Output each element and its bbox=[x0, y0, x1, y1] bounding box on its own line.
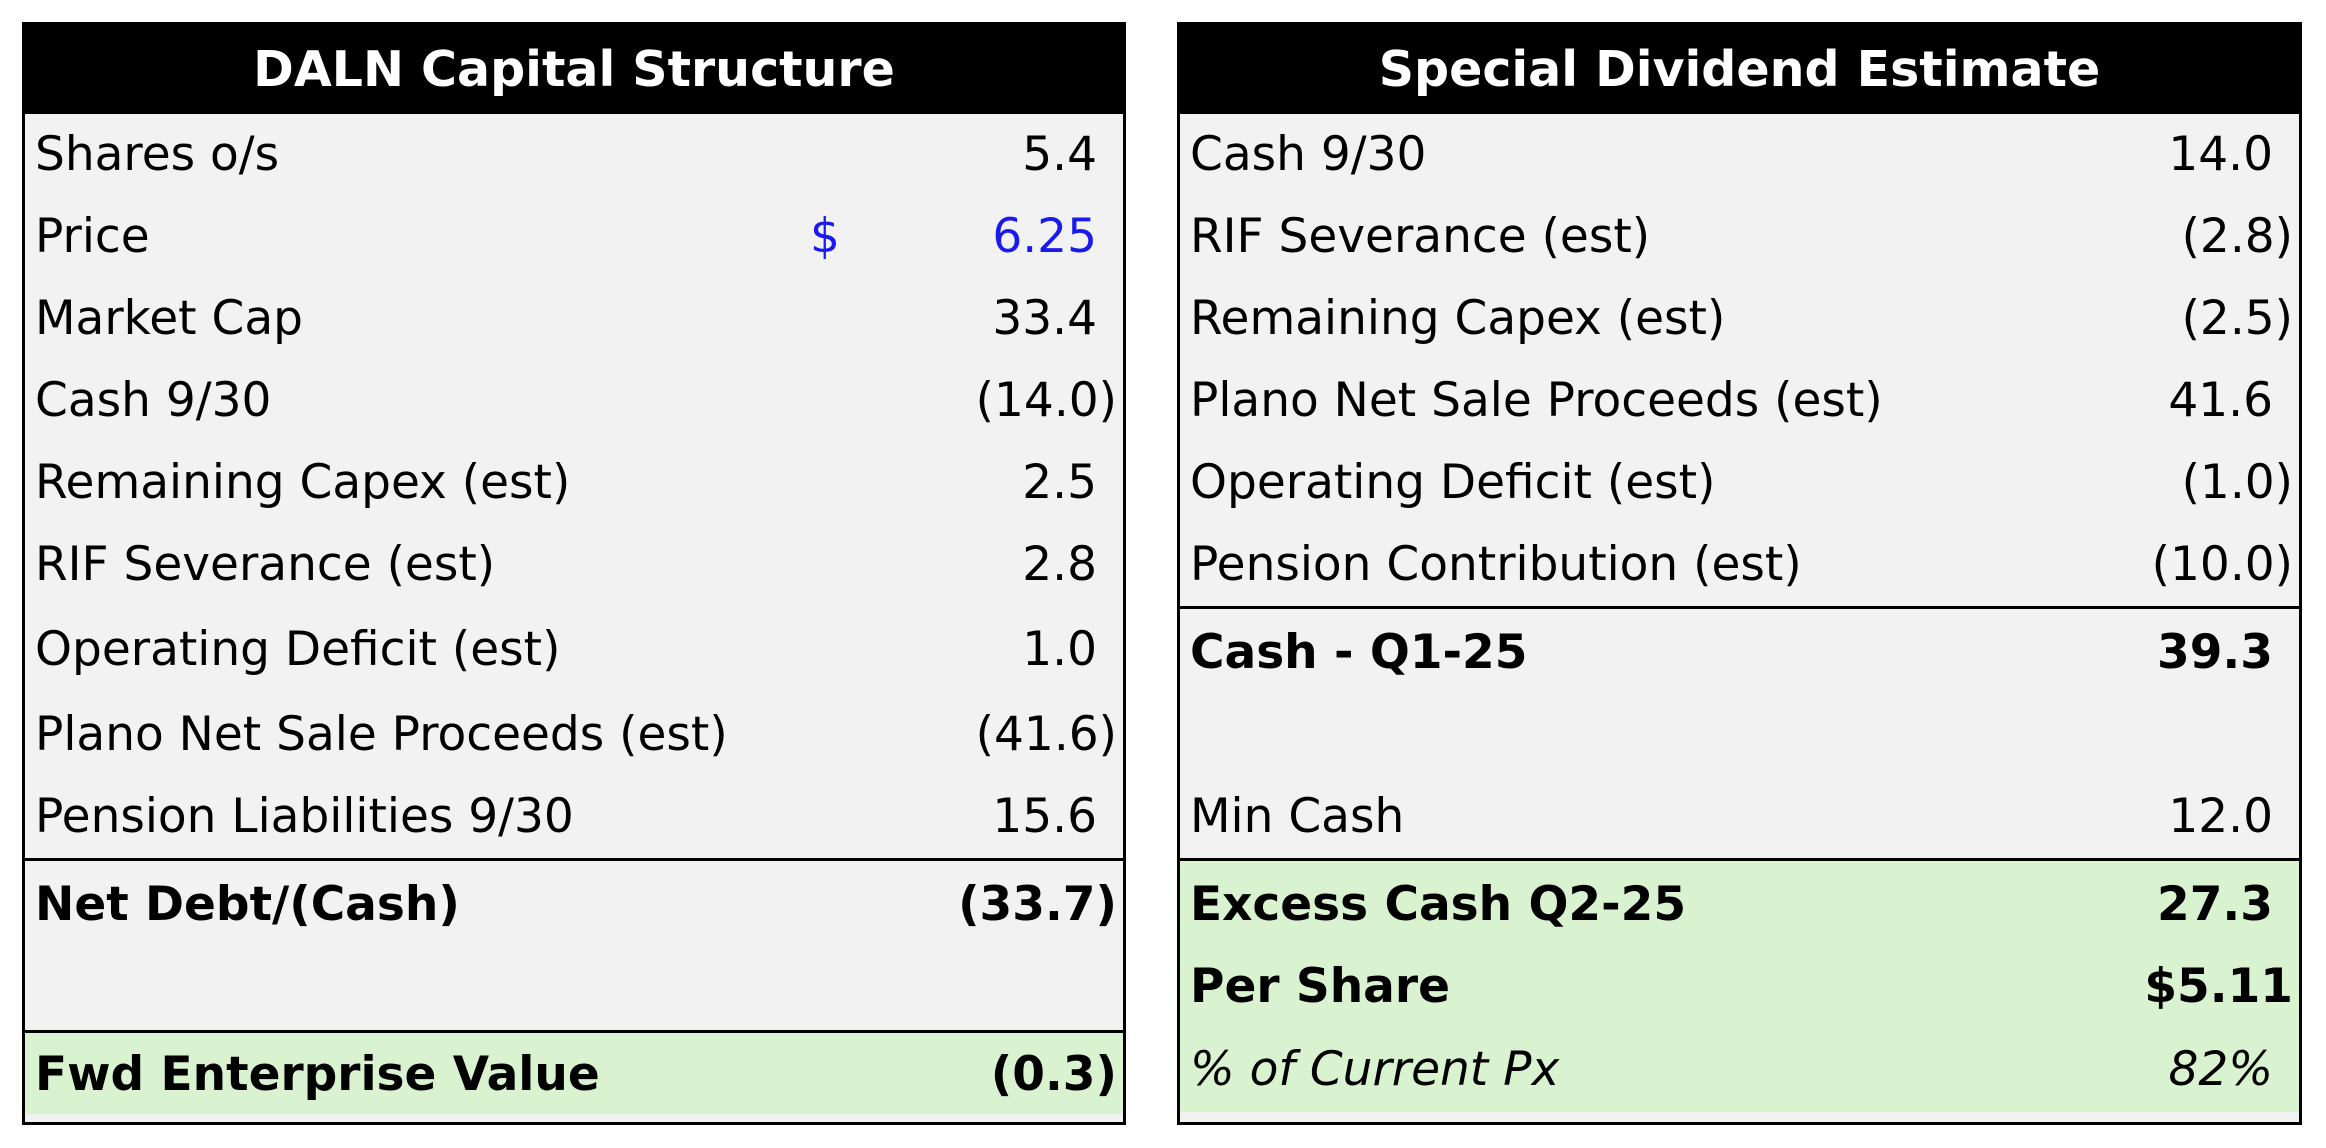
row-value: 14.0 bbox=[2168, 127, 2273, 182]
row-value: 33.4 bbox=[992, 291, 1097, 346]
table-row: Cash 9/30 (14.0) bbox=[25, 360, 1123, 442]
row-value: 41.6 bbox=[2168, 373, 2273, 428]
row-value: 2.5 bbox=[1022, 455, 1097, 510]
special-dividend-title: Special Dividend Estimate bbox=[1180, 25, 2299, 114]
row-value: (1.0) bbox=[2181, 455, 2293, 510]
row-value: (14.0) bbox=[975, 373, 1117, 428]
cash-q1-row: Cash - Q1-25 39.3 bbox=[1180, 606, 2299, 694]
row-value: (2.8) bbox=[2181, 209, 2293, 264]
row-value: 5.4 bbox=[1022, 127, 1097, 182]
table-row: Remaining Capex (est) (2.5) bbox=[1180, 278, 2299, 360]
net-debt-label: Net Debt/(Cash) bbox=[35, 877, 460, 932]
table-row: Plano Net Sale Proceeds (est) (41.6) bbox=[25, 694, 1123, 776]
currency-symbol: $ bbox=[810, 209, 840, 264]
row-label: RIF Severance (est) bbox=[1190, 209, 1651, 264]
table-row: Remaining Capex (est) 2.5 bbox=[25, 442, 1123, 524]
table-row: RIF Severance (est) (2.8) bbox=[1180, 196, 2299, 278]
per-share-value: $5.11 bbox=[2144, 959, 2293, 1014]
table-row: Cash 9/30 14.0 bbox=[1180, 114, 2299, 196]
net-debt-value: (33.7) bbox=[958, 877, 1117, 932]
cash-q1-value: 39.3 bbox=[2157, 625, 2273, 680]
table-row: Operating Deficit (est) (1.0) bbox=[1180, 442, 2299, 524]
fwd-ev-value: (0.3) bbox=[990, 1047, 1117, 1102]
min-cash-value: 12.0 bbox=[2168, 789, 2273, 844]
row-label: Price bbox=[35, 209, 150, 264]
table-row: Pension Liabilities 9/30 15.6 bbox=[25, 776, 1123, 858]
row-label: RIF Severance (est) bbox=[35, 537, 496, 592]
price-input-value[interactable]: 6.25 bbox=[992, 209, 1097, 264]
row-value: (10.0) bbox=[2151, 537, 2293, 592]
table-row: Pension Contribution (est) (10.0) bbox=[1180, 524, 2299, 606]
fwd-ev-row: Fwd Enterprise Value (0.3) bbox=[25, 1030, 1123, 1114]
capital-structure-title: DALN Capital Structure bbox=[25, 25, 1123, 114]
row-label: Cash 9/30 bbox=[35, 373, 272, 428]
row-label: Operating Deficit (est) bbox=[35, 622, 561, 677]
row-label: Remaining Capex (est) bbox=[35, 455, 571, 510]
spacer-row bbox=[1180, 694, 2299, 776]
table-row: Shares o/s 5.4 bbox=[25, 114, 1123, 196]
pct-current-row: % of Current Px 82% bbox=[1180, 1028, 2299, 1112]
cash-q1-label: Cash - Q1-25 bbox=[1190, 625, 1528, 680]
per-share-row: Per Share $5.11 bbox=[1180, 946, 2299, 1028]
min-cash-row: Min Cash 12.0 bbox=[1180, 776, 2299, 858]
row-value: (41.6) bbox=[975, 707, 1117, 762]
net-debt-row: Net Debt/(Cash) (33.7) bbox=[25, 858, 1123, 946]
capital-structure-table: DALN Capital Structure Shares o/s 5.4 Pr… bbox=[22, 22, 1126, 1125]
table-row: Market Cap 33.4 bbox=[25, 278, 1123, 360]
per-share-label: Per Share bbox=[1190, 959, 1450, 1014]
row-label: Cash 9/30 bbox=[1190, 127, 1427, 182]
table-row: RIF Severance (est) 2.8 bbox=[25, 524, 1123, 606]
row-label: Pension Contribution (est) bbox=[1190, 537, 1802, 592]
row-label: Remaining Capex (est) bbox=[1190, 291, 1726, 346]
min-cash-label: Min Cash bbox=[1190, 789, 1405, 844]
row-value: 2.8 bbox=[1022, 537, 1097, 592]
pct-current-label: % of Current Px bbox=[1190, 1042, 1560, 1097]
row-label: Market Cap bbox=[35, 291, 303, 346]
row-label: Operating Deficit (est) bbox=[1190, 455, 1716, 510]
pct-current-value: 82% bbox=[2168, 1042, 2273, 1097]
table-row: Operating Deficit (est) 1.0 bbox=[25, 606, 1123, 694]
table-row: Plano Net Sale Proceeds (est) 41.6 bbox=[1180, 360, 2299, 442]
excess-cash-value: 27.3 bbox=[2157, 877, 2273, 932]
row-value: 15.6 bbox=[992, 789, 1097, 844]
fwd-ev-label: Fwd Enterprise Value bbox=[35, 1047, 600, 1102]
excess-cash-label: Excess Cash Q2-25 bbox=[1190, 877, 1687, 932]
row-value: (2.5) bbox=[2181, 291, 2293, 346]
row-label: Plano Net Sale Proceeds (est) bbox=[1190, 373, 1883, 428]
spacer-row bbox=[25, 946, 1123, 1030]
table-row: Price $ 6.25 bbox=[25, 196, 1123, 278]
row-value: 1.0 bbox=[1022, 622, 1097, 677]
row-label: Plano Net Sale Proceeds (est) bbox=[35, 707, 728, 762]
row-label: Shares o/s bbox=[35, 127, 280, 182]
excess-cash-row: Excess Cash Q2-25 27.3 bbox=[1180, 858, 2299, 946]
row-label: Pension Liabilities 9/30 bbox=[35, 789, 574, 844]
special-dividend-table: Special Dividend Estimate Cash 9/30 14.0… bbox=[1177, 22, 2302, 1125]
